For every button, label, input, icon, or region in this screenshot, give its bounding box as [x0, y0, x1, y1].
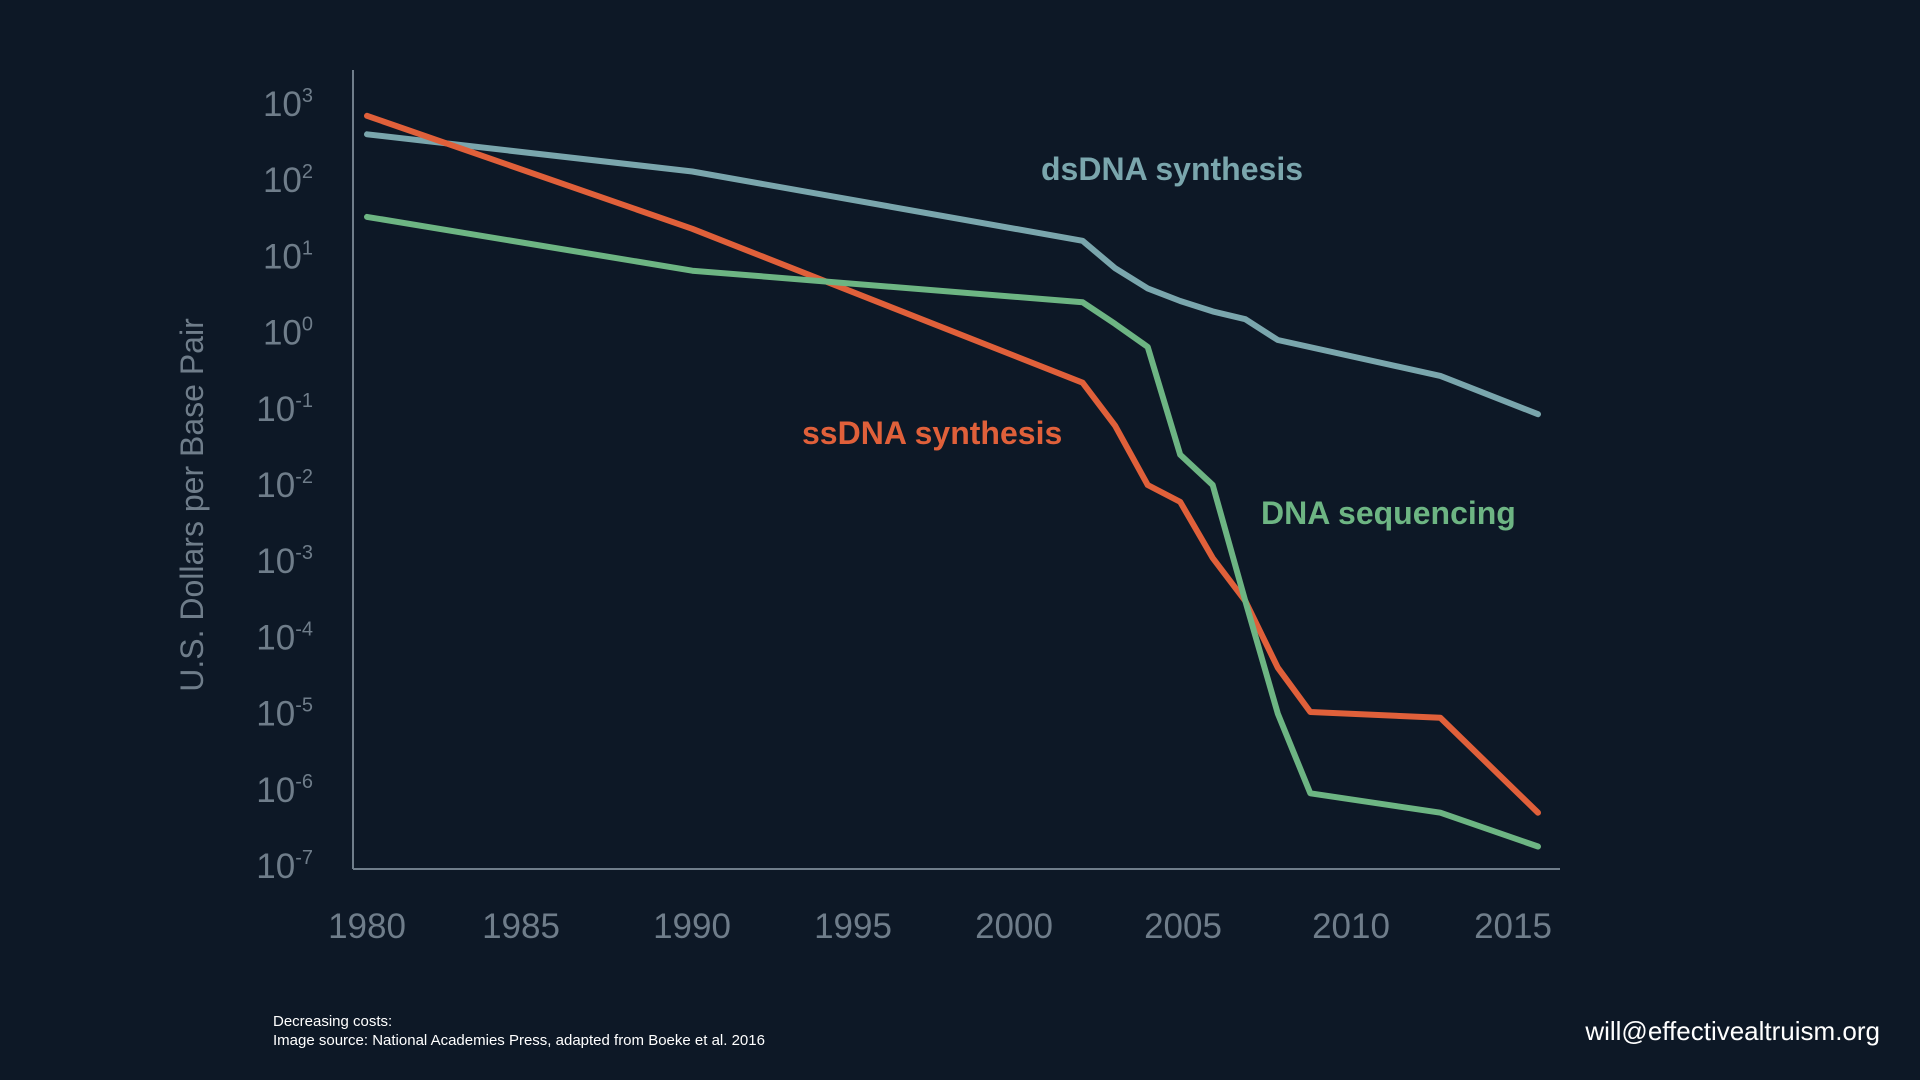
y-tick-exponent: -4	[295, 618, 313, 640]
y-tick-exponent: -1	[295, 390, 313, 412]
x-axis-ticks: 1980 1985 1990 1995 2000 2005 2010 2015	[328, 907, 1552, 946]
y-tick-base: 10	[263, 237, 302, 276]
y-tick-base: 10	[263, 85, 302, 124]
y-tick-base: 10	[256, 618, 295, 657]
y-tick-base: 10	[256, 771, 295, 810]
y-tick-exponent: -3	[295, 542, 313, 564]
y-tick-exponent: -7	[295, 847, 313, 869]
x-tick-label: 1980	[328, 907, 406, 946]
series-label: dsDNA synthesis	[1041, 151, 1303, 187]
caption-line-1: Decreasing costs:	[273, 1013, 393, 1030]
series-line-dna-sequencing	[364, 213, 1541, 850]
y-tick-label: 100	[263, 314, 313, 353]
y-tick-base: 10	[256, 695, 295, 734]
y-tick-base: 10	[256, 466, 295, 505]
y-tick-label: 10-5	[256, 695, 313, 734]
y-tick-label: 10-4	[256, 618, 313, 657]
y-axis-title: U.S. Dollars per Base Pair	[174, 318, 210, 692]
y-tick-label: 102	[263, 161, 313, 200]
contact-email: will@effectivealtruism.org	[1585, 1016, 1880, 1046]
chart-axes	[352, 70, 1560, 870]
series-labels: dsDNA synthesis ssDNA synthesis DNA sequen…	[802, 151, 1516, 531]
x-tick-label: 1990	[653, 907, 731, 946]
y-tick-label: 10-3	[256, 542, 313, 581]
x-tick-label: 1985	[482, 907, 560, 946]
x-tick-label: 1995	[814, 907, 892, 946]
y-tick-label: 10-1	[256, 390, 313, 429]
caption-line-2: Image source: National Academies Press, …	[273, 1032, 765, 1049]
x-tick-label: 2000	[975, 907, 1053, 946]
series-label: DNA sequencing	[1261, 495, 1516, 531]
y-tick-base: 10	[263, 314, 302, 353]
y-tick-label: 10-2	[256, 466, 313, 505]
x-tick-label: 2015	[1474, 907, 1552, 946]
series-label: ssDNA synthesis	[802, 415, 1062, 451]
y-tick-exponent: 0	[302, 314, 313, 336]
y-tick-base: 10	[263, 161, 302, 200]
x-tick-label: 2010	[1312, 907, 1390, 946]
series-lines	[364, 112, 1541, 850]
y-tick-label: 103	[263, 85, 313, 124]
series-line-ssdna-synthesis	[364, 112, 1541, 816]
y-tick-exponent: -5	[295, 695, 313, 717]
y-tick-base: 10	[256, 847, 295, 886]
x-tick-label: 2005	[1144, 907, 1222, 946]
y-tick-label: 10-6	[256, 771, 313, 810]
y-tick-exponent: 1	[302, 237, 313, 259]
y-tick-label: 101	[263, 237, 313, 276]
y-tick-exponent: -2	[295, 466, 313, 488]
y-tick-label: 10-7	[256, 847, 313, 886]
y-tick-base: 10	[256, 542, 295, 581]
y-tick-exponent: -6	[295, 771, 313, 793]
series-line-dsdna-synthesis	[364, 131, 1541, 418]
y-tick-exponent: 2	[302, 161, 313, 183]
y-tick-exponent: 3	[302, 85, 313, 107]
source-caption: Decreasing costs: Image source: National…	[273, 1012, 765, 1050]
y-tick-base: 10	[256, 390, 295, 429]
